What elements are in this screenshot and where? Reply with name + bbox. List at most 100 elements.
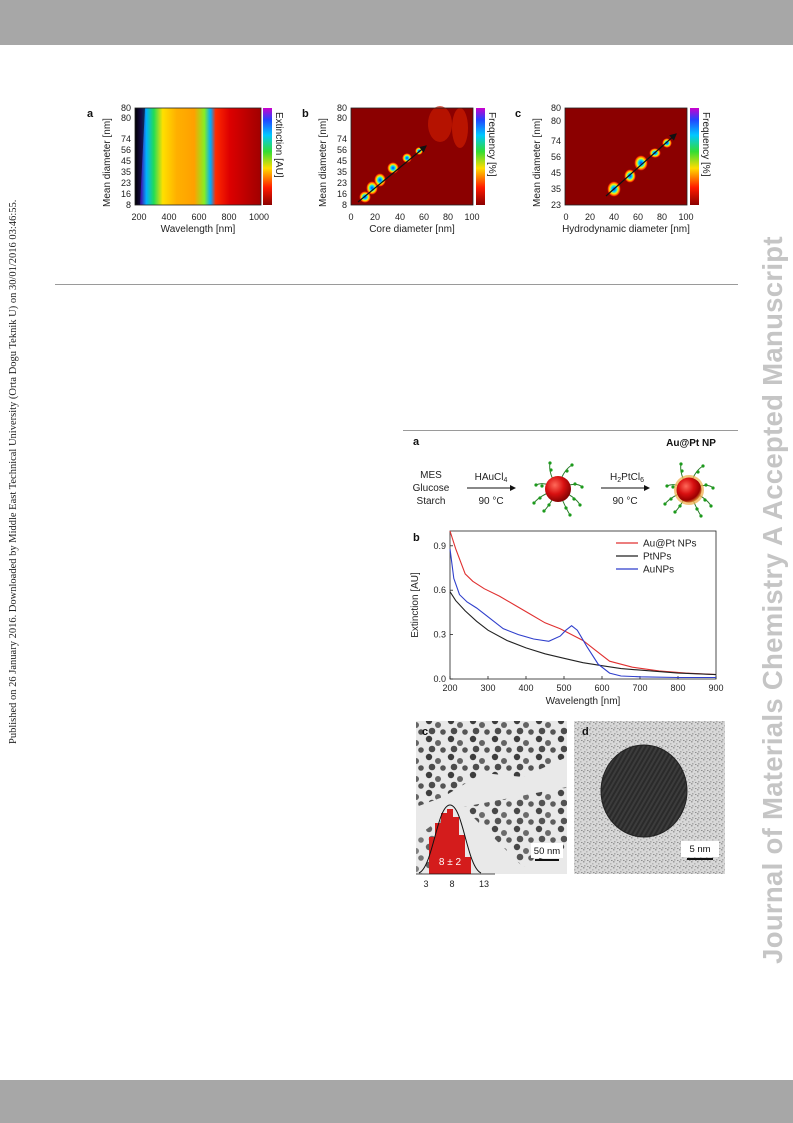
figure-divider-2 — [403, 430, 738, 431]
svg-text:8: 8 — [126, 200, 131, 210]
panel-c: c Frequency [%] Mean diameter [nm] 23 35… — [515, 103, 711, 235]
step1-temp: 90 °C — [478, 496, 503, 507]
y-tick-label: 0.6 — [433, 585, 446, 595]
figure-divider — [55, 284, 738, 285]
svg-text:80: 80 — [551, 116, 561, 126]
panel-letter: b — [413, 532, 420, 544]
colorbar-label: Frequency [%] — [700, 112, 711, 177]
tem-panels: 8 ± 2 c 50 nm 3 8 13 d 5 nm — [416, 721, 725, 889]
svg-text:MES: MES — [420, 470, 442, 481]
x-axis-label: Wavelength [nm] — [161, 224, 236, 235]
svg-text:13: 13 — [479, 879, 489, 889]
svg-text:23: 23 — [337, 178, 347, 188]
scale-bar — [535, 859, 559, 861]
svg-text:45: 45 — [551, 168, 561, 178]
svg-text:200: 200 — [131, 212, 146, 222]
step2-temp: 90 °C — [612, 496, 637, 507]
svg-text:74: 74 — [337, 134, 347, 144]
svg-text:16: 16 — [337, 189, 347, 199]
colorbar-label: Extinction [AU] — [273, 112, 284, 178]
svg-text:40: 40 — [395, 212, 405, 222]
plot-frame — [449, 530, 717, 680]
y-axis-label: Mean diameter [nm] — [102, 118, 113, 207]
svg-text:8: 8 — [449, 879, 454, 889]
svg-text:100: 100 — [678, 212, 693, 222]
footer-band — [0, 1080, 793, 1123]
top-figure: a Extinction [AU] Mean diameter [nm] 8 1… — [87, 103, 711, 235]
svg-text:80: 80 — [551, 103, 561, 113]
colorbar — [690, 108, 699, 205]
svg-text:56: 56 — [337, 145, 347, 155]
x-tick-label: 600 — [594, 683, 609, 693]
series-line — [449, 591, 717, 676]
y-tick-label: 0.3 — [433, 630, 446, 640]
svg-text:35: 35 — [337, 167, 347, 177]
colorbar — [476, 108, 485, 205]
x-axis-label: Hydrodynamic diameter [nm] — [562, 224, 690, 235]
legend-label: Au@Pt NPs — [643, 539, 697, 550]
series-line — [449, 548, 716, 679]
svg-text:100: 100 — [464, 212, 479, 222]
svg-text:600: 600 — [191, 212, 206, 222]
svg-text:60: 60 — [419, 212, 429, 222]
x-tick-label: 200 — [442, 683, 457, 693]
svg-text:40: 40 — [609, 212, 619, 222]
x-tick-label: 500 — [556, 683, 571, 693]
svg-text:16: 16 — [121, 189, 131, 199]
svg-text:56: 56 — [551, 152, 561, 162]
scheme-title: Au@Pt NP — [666, 438, 716, 449]
plot-area: 200 300 400 500 600 700 800 900 0.0 0.3 0.6 0.9 Au@P… — [433, 530, 724, 693]
y-ticks: 8 16 23 35 45 56 74 80 80 — [121, 103, 131, 210]
svg-text:80: 80 — [121, 103, 131, 113]
au-pt-nanoparticle — [663, 462, 715, 518]
svg-text:0: 0 — [348, 212, 353, 222]
step1-reagent: HAuCl4 — [475, 472, 508, 484]
svg-text:800: 800 — [221, 212, 236, 222]
x-tick-label: 700 — [632, 683, 647, 693]
panel-letter: d — [582, 726, 589, 738]
panel-letter: b — [302, 108, 309, 120]
scale-bar-label: 5 nm — [689, 844, 710, 855]
svg-text:35: 35 — [121, 167, 131, 177]
svg-text:20: 20 — [370, 212, 380, 222]
svg-text:400: 400 — [161, 212, 176, 222]
svg-text:80: 80 — [337, 113, 347, 123]
x-ticks: 0 20 40 60 80 100 — [563, 212, 693, 222]
scale-bar-label: 50 nm — [534, 846, 560, 857]
y-axis-label: Mean diameter [nm] — [532, 118, 543, 207]
svg-text:80: 80 — [443, 212, 453, 222]
legend-label: PtNPs — [643, 552, 671, 563]
x-tick-label: 300 — [480, 683, 495, 693]
reagent-list: MES Glucose Starch — [413, 470, 450, 507]
legend-label: AuNPs — [643, 565, 674, 576]
au-nanoparticle — [532, 461, 584, 517]
x-tick-label: 400 — [518, 683, 533, 693]
header-band — [0, 0, 793, 45]
y-axis-label: Extinction [AU] — [410, 572, 421, 638]
x-tick-label: 800 — [670, 683, 685, 693]
tem-high-resolution: d 5 nm — [574, 721, 725, 874]
panel-letter: a — [413, 436, 420, 448]
colorbar-label: Frequency [%] — [486, 112, 497, 177]
histogram-label: 8 ± 2 — [439, 857, 462, 868]
svg-text:35: 35 — [551, 184, 561, 194]
svg-text:0: 0 — [563, 212, 568, 222]
y-tick-label: 0.9 — [433, 541, 446, 551]
svg-text:8: 8 — [342, 200, 347, 210]
svg-text:Starch: Starch — [417, 496, 446, 507]
panel-letter: a — [87, 108, 94, 120]
svg-text:80: 80 — [337, 103, 347, 113]
heatmap-hydrodynamic — [565, 108, 687, 205]
y-ticks: 23 35 45 56 74 80 80 — [551, 103, 561, 210]
x-tick-label: 900 — [708, 683, 723, 693]
svg-text:80: 80 — [121, 113, 131, 123]
y-tick-label: 0.0 — [433, 674, 446, 684]
svg-text:74: 74 — [121, 134, 131, 144]
x-axis-label: Core diameter [nm] — [369, 224, 455, 235]
svg-text:1000: 1000 — [249, 212, 269, 222]
extinction-chart: b 200 300 400 500 600 700 800 900 0.0 0.3 0.6 0.9 Au… — [410, 530, 724, 707]
histogram-x-ticks: 3 8 13 — [423, 879, 489, 889]
tem-overview: 8 ± 2 c 50 nm 3 8 13 — [416, 721, 567, 889]
svg-text:Glucose: Glucose — [413, 483, 450, 494]
svg-text:80: 80 — [657, 212, 667, 222]
